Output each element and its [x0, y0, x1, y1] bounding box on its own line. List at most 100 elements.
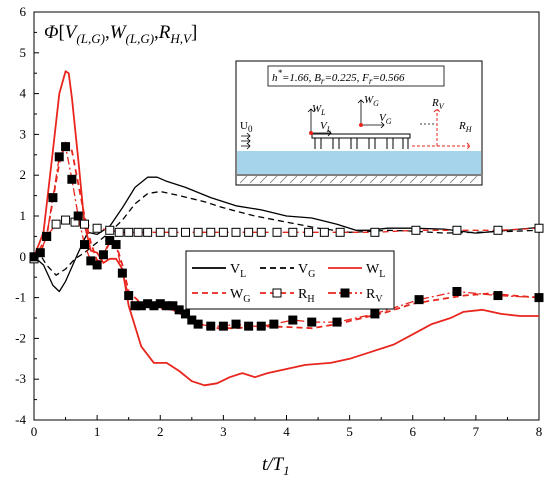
inset-u0-label: U0: [240, 120, 253, 134]
y-tick-label: 6: [20, 4, 27, 19]
inset-rv-label: RV: [431, 97, 445, 111]
point-rv: [124, 291, 134, 301]
xlabel-sub: 1: [283, 463, 290, 478]
inset-vg-label: VG: [379, 112, 392, 126]
point-rv: [98, 250, 108, 260]
chart-title: Φ[V(L,G),W(L,G),RH,V]: [44, 22, 197, 46]
point-rv: [231, 319, 241, 329]
y-axis: -4 -3 -2 -1 0 1 2 3 4 5 6: [15, 4, 39, 427]
point-rh: [181, 227, 190, 237]
y-tick-label: 4: [20, 86, 27, 101]
point-rh: [272, 227, 282, 237]
point-rh: [61, 215, 71, 225]
point-rv: [269, 319, 279, 329]
series-line-wl: [33, 70, 539, 387]
legend-label-wg: WG: [230, 287, 250, 305]
point-rh: [452, 225, 462, 235]
markers-layer: [29, 142, 544, 331]
inset-parameters: h*=1.66, Br=0.225, Fr=0.566: [272, 68, 405, 86]
point-rv: [54, 152, 64, 162]
point-rh: [231, 227, 241, 237]
title-sep1: ,: [105, 22, 110, 43]
point-rv: [117, 268, 127, 278]
point-rh: [534, 223, 544, 233]
x-tick-label: 1: [94, 424, 101, 439]
point-rh: [256, 227, 266, 237]
legend: VL VG WL WG RH RV: [185, 250, 395, 310]
point-rh: [105, 225, 115, 235]
y-tick-label: 0: [20, 249, 27, 264]
point-rv: [193, 319, 203, 329]
title-w: W: [110, 22, 128, 43]
point-rv: [35, 248, 45, 258]
x-tick-label: 7: [473, 424, 480, 439]
point-rh: [193, 227, 203, 237]
point-rh: [206, 227, 216, 237]
legend-label-vl: VL: [230, 262, 246, 280]
inset-point-g: [359, 123, 363, 127]
x-tick-label: 4: [283, 424, 290, 439]
inset-rh-label: RH: [458, 120, 473, 134]
title-close: ]: [191, 22, 197, 43]
point-rh: [411, 225, 421, 235]
series-line-vl: [33, 176, 540, 293]
inset-params-box: [267, 65, 445, 87]
inset-seabed: [237, 174, 481, 184]
title-r: R: [158, 22, 171, 43]
legend-marker-rv: [340, 288, 350, 298]
inset-force-arrows: [307, 99, 434, 137]
title-w-sub: (L,G): [126, 31, 155, 46]
point-rh: [92, 223, 102, 233]
title-v-sub: (L,G): [76, 31, 105, 46]
point-rh: [218, 227, 228, 237]
point-rv: [48, 193, 58, 203]
point-rh: [288, 227, 298, 237]
point-rv: [244, 321, 254, 331]
point-rv: [332, 317, 342, 327]
inset-wl-label: WL: [312, 103, 326, 117]
y-tick-label: -1: [15, 290, 26, 305]
point-rv: [493, 291, 503, 301]
point-rv: [414, 295, 424, 305]
x-tick-label: 6: [410, 424, 417, 439]
title-r-sub: H,V: [169, 31, 193, 46]
inset-water: [237, 151, 481, 174]
title-sep2: ,: [154, 22, 159, 43]
point-rh: [80, 219, 89, 229]
point-rh: [335, 227, 345, 237]
y-tick-label: -3: [15, 371, 26, 386]
title-phi: Φ: [44, 22, 58, 43]
inset-wg-label: WG: [364, 94, 379, 108]
point-rv: [42, 231, 52, 241]
legend-frame: [185, 250, 395, 310]
point-rh: [155, 227, 165, 237]
x-tick-label: 3: [220, 424, 227, 439]
point-rv: [206, 321, 216, 331]
x-axis-label: t/T1: [262, 454, 290, 478]
y-tick-label: 1: [20, 208, 27, 223]
point-rv: [111, 240, 121, 250]
point-rv: [452, 286, 462, 296]
legend-label-wl: WL: [366, 262, 385, 280]
point-rv: [67, 174, 77, 184]
point-rh: [124, 227, 134, 237]
point-rv: [218, 321, 228, 331]
y-tick-label: 3: [20, 126, 27, 141]
point-rv: [370, 309, 380, 319]
legend-marker-rh: [272, 288, 282, 298]
x-axis: 0 1 2 3 4 5 6 7 8: [31, 415, 542, 439]
point-rh: [143, 227, 153, 237]
y-tick-label: 2: [20, 167, 27, 182]
inset-vl-label: VL: [320, 120, 332, 134]
point-rv: [92, 260, 102, 270]
point-rh: [133, 227, 143, 237]
point-rh: [493, 225, 503, 235]
inset-schematic: h*=1.66, Br=0.225, Fr=0.566 U0 WL VL WG …: [235, 60, 483, 186]
y-tick-label: -2: [15, 330, 26, 345]
point-rv: [307, 317, 317, 327]
legend-label-rh: RH: [298, 287, 315, 305]
point-rv: [288, 315, 298, 325]
legend-label-vg: VG: [298, 262, 315, 280]
legend-label-rv: RV: [366, 287, 383, 305]
